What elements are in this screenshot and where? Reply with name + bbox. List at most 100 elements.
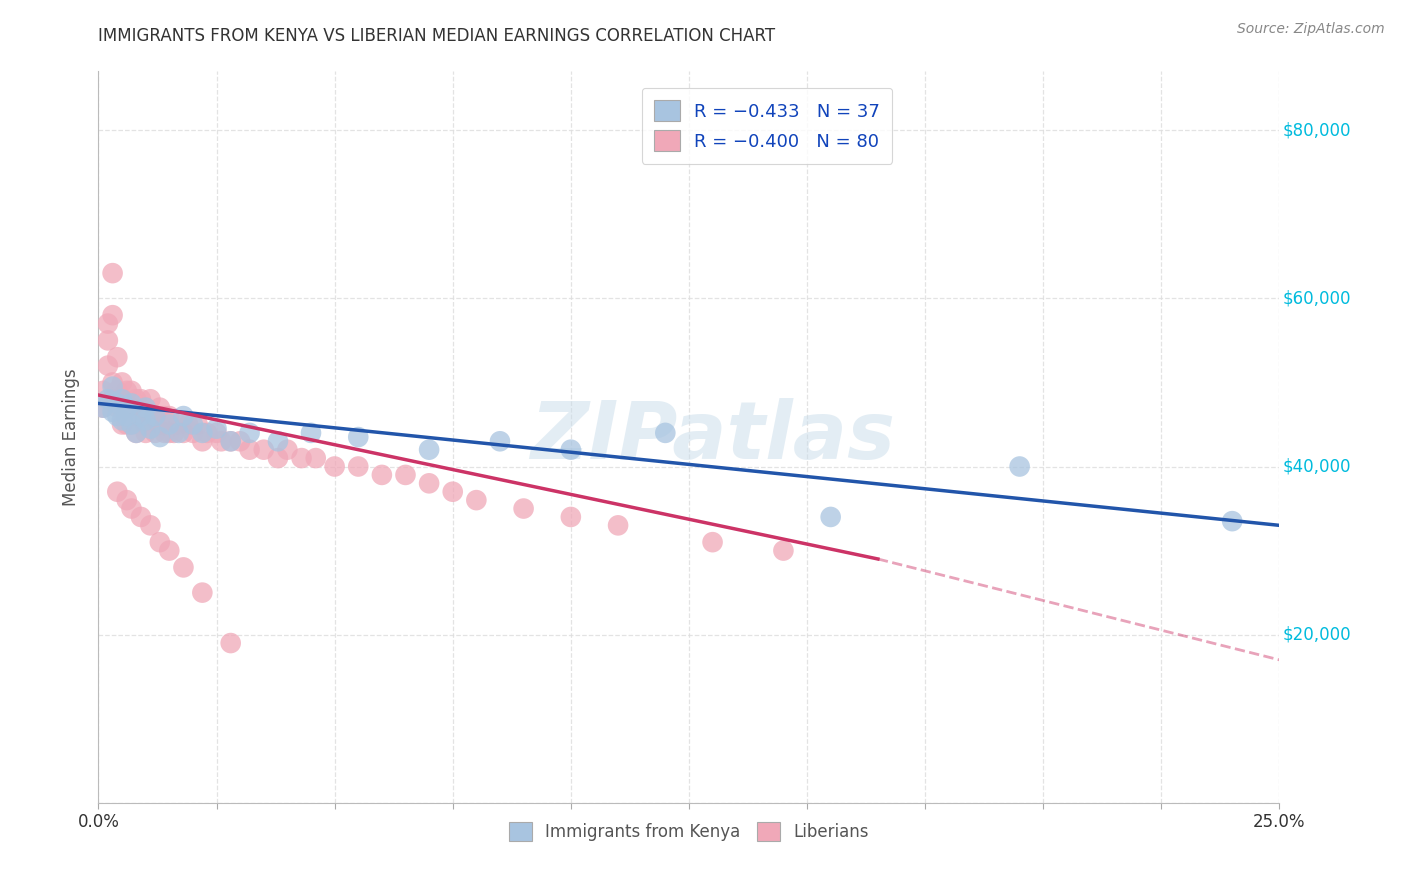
Point (195, 425, 218, 440)
Point (253, 442, 276, 457)
Point (153, 425, 176, 440)
Point (290, 451, 312, 466)
Point (219, 434, 242, 449)
Point (129, 409, 152, 423)
Point (149, 535, 172, 549)
Point (181, 425, 204, 440)
Point (101, 405, 124, 419)
Point (105, 396, 128, 410)
Point (143, 409, 166, 423)
Point (205, 422, 228, 436)
Point (153, 409, 176, 423)
Point (394, 467, 416, 482)
Point (149, 401, 172, 415)
Point (267, 451, 290, 466)
Point (121, 401, 143, 415)
Point (205, 425, 228, 440)
Point (121, 417, 143, 432)
Point (418, 476, 440, 491)
Point (91, 384, 114, 398)
Point (167, 425, 190, 440)
Text: $60,000: $60,000 (1284, 289, 1351, 308)
Point (125, 425, 148, 440)
Text: ZIPatlas: ZIPatlas (530, 398, 896, 476)
Point (97, 334, 120, 348)
Point (115, 384, 138, 398)
Point (115, 493, 138, 508)
Point (191, 425, 214, 440)
Point (172, 425, 194, 440)
Point (276, 442, 298, 457)
Point (149, 417, 172, 432)
Point (121, 384, 143, 398)
Point (149, 430, 172, 444)
Point (105, 401, 128, 415)
Point (820, 510, 842, 524)
Point (105, 350, 128, 364)
Point (177, 417, 200, 432)
Point (139, 392, 162, 407)
Point (135, 401, 157, 415)
Point (465, 493, 488, 508)
Point (97, 392, 120, 407)
Point (239, 442, 262, 457)
Point (167, 417, 190, 432)
Point (418, 442, 440, 457)
Point (560, 510, 582, 524)
Point (139, 422, 162, 436)
Point (101, 308, 124, 322)
Point (101, 379, 124, 393)
Point (111, 413, 134, 427)
Point (181, 417, 204, 432)
Point (143, 425, 166, 440)
Text: $80,000: $80,000 (1284, 121, 1351, 139)
Point (139, 409, 162, 423)
Point (135, 401, 157, 415)
Point (111, 392, 134, 407)
Point (115, 409, 138, 423)
Point (1220, 514, 1243, 528)
Point (267, 434, 290, 449)
Point (347, 459, 370, 474)
Point (702, 535, 724, 549)
Point (101, 266, 124, 280)
Point (121, 396, 143, 410)
Point (111, 392, 134, 407)
Point (97, 317, 120, 331)
Point (172, 560, 194, 574)
Point (125, 409, 148, 423)
Text: $40,000: $40,000 (1284, 458, 1351, 475)
Point (105, 384, 128, 398)
Point (607, 518, 630, 533)
Text: $20,000: $20,000 (1284, 625, 1351, 644)
Text: Source: ZipAtlas.com: Source: ZipAtlas.com (1237, 22, 1385, 37)
Point (115, 409, 138, 423)
Point (105, 409, 128, 423)
Point (135, 425, 157, 440)
Point (125, 392, 148, 407)
Point (91, 401, 114, 415)
Point (111, 376, 134, 390)
Point (135, 413, 157, 427)
Point (239, 425, 262, 440)
Point (139, 518, 162, 533)
Point (129, 392, 152, 407)
Point (129, 409, 152, 423)
Point (91, 401, 114, 415)
Point (489, 434, 512, 449)
Point (371, 467, 394, 482)
Y-axis label: Median Earnings: Median Earnings (62, 368, 80, 506)
Point (121, 501, 143, 516)
Point (125, 425, 148, 440)
Point (143, 409, 166, 423)
Point (172, 409, 194, 423)
Point (229, 434, 252, 449)
Point (157, 425, 180, 440)
Point (157, 417, 180, 432)
Point (512, 501, 534, 516)
Point (209, 434, 232, 449)
Point (105, 484, 128, 499)
Point (111, 401, 134, 415)
Text: IMMIGRANTS FROM KENYA VS LIBERIAN MEDIAN EARNINGS CORRELATION CHART: IMMIGRANTS FROM KENYA VS LIBERIAN MEDIAN… (98, 27, 776, 45)
Point (347, 430, 370, 444)
